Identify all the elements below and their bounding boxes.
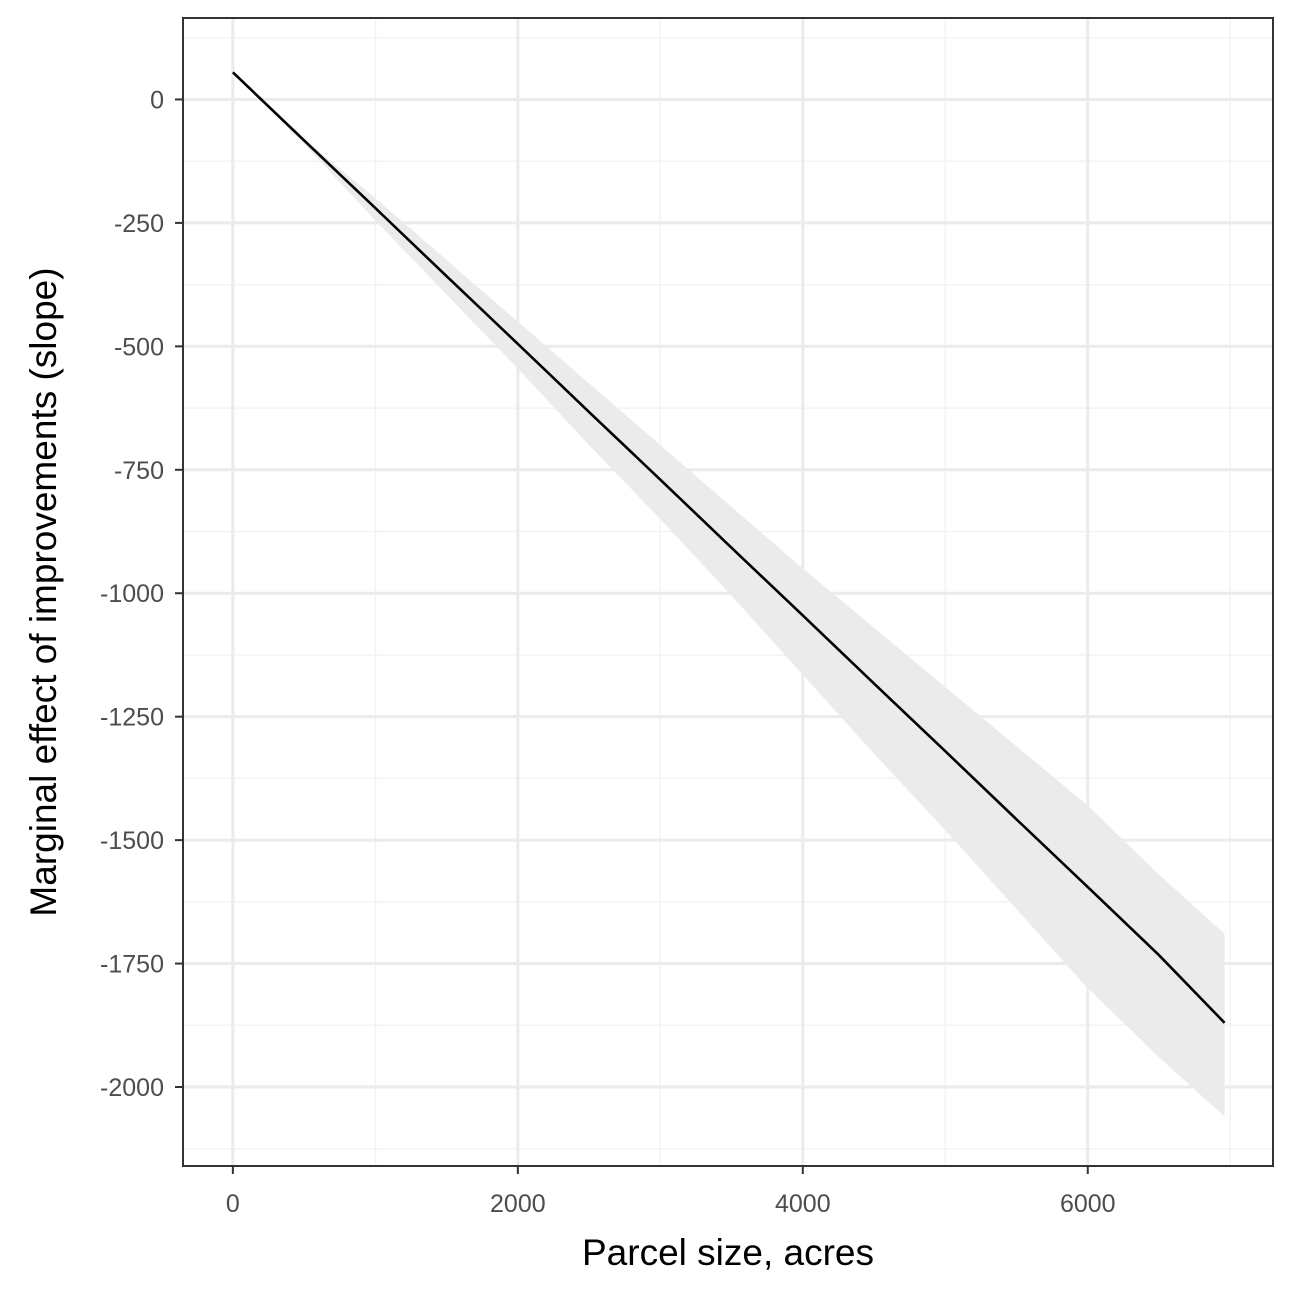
y-tick-label: 0 (150, 86, 164, 114)
series-line-layer (231, 71, 1226, 1024)
y-axis-title: Marginal effect of improvements (slope) (23, 267, 64, 916)
y-tick-label: -750 (114, 457, 164, 485)
x-tick-label: 0 (226, 1190, 240, 1218)
y-tick-label: -500 (114, 333, 164, 361)
confidence-band (232, 72, 1225, 1117)
y-tick-label: -1750 (100, 951, 164, 979)
minor-grid (183, 18, 1273, 1166)
y-tick-label: -2000 (100, 1074, 164, 1102)
y-tick-label: -250 (114, 210, 164, 238)
y-tick-label: -1500 (100, 827, 164, 855)
confidence-band-layer (232, 72, 1225, 1117)
y-tick-label: -1250 (100, 704, 164, 732)
x-axis-ticks: 0 2000 4000 6000 (226, 1166, 1116, 1218)
x-tick-label: 2000 (490, 1190, 546, 1218)
series-line (231, 71, 1226, 1024)
y-axis-ticks: 0 -250 -500 -750 -1000 -1250 -1500 -1750 -2000 (100, 86, 183, 1102)
y-tick-label: -1000 (100, 580, 164, 608)
x-tick-label: 6000 (1060, 1190, 1116, 1218)
x-tick-label: 4000 (775, 1190, 831, 1218)
panel-border (182, 17, 1274, 1167)
x-axis-title: Parcel size, acres (582, 1232, 874, 1273)
